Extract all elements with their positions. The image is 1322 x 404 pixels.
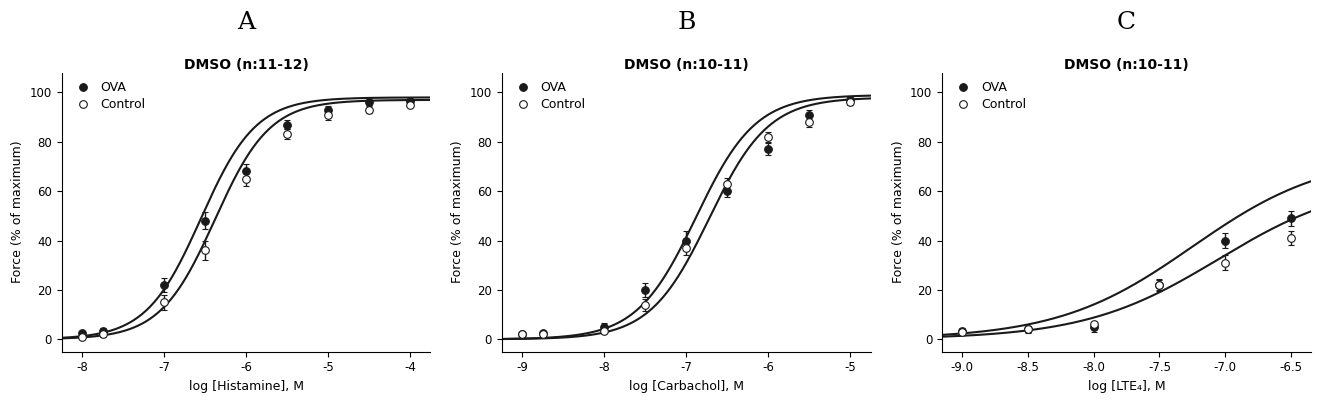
Legend: OVA, Control: OVA, Control [508, 79, 588, 114]
Text: B: B [677, 11, 695, 34]
Text: A: A [237, 11, 255, 34]
Legend: OVA, Control: OVA, Control [67, 79, 148, 114]
Text: C: C [1117, 11, 1136, 34]
X-axis label: log [Carbachol], M: log [Carbachol], M [629, 380, 744, 393]
Y-axis label: Force (% of maximum): Force (% of maximum) [451, 141, 464, 284]
Y-axis label: Force (% of maximum): Force (% of maximum) [891, 141, 904, 284]
Legend: OVA, Control: OVA, Control [948, 79, 1029, 114]
Title: DMSO (n:10-11): DMSO (n:10-11) [624, 57, 748, 72]
Title: DMSO (n:10-11): DMSO (n:10-11) [1064, 57, 1188, 72]
X-axis label: log [LTE₄], M: log [LTE₄], M [1088, 380, 1165, 393]
X-axis label: log [Histamine], M: log [Histamine], M [189, 380, 304, 393]
Title: DMSO (n:11-12): DMSO (n:11-12) [184, 57, 308, 72]
Y-axis label: Force (% of maximum): Force (% of maximum) [11, 141, 24, 284]
